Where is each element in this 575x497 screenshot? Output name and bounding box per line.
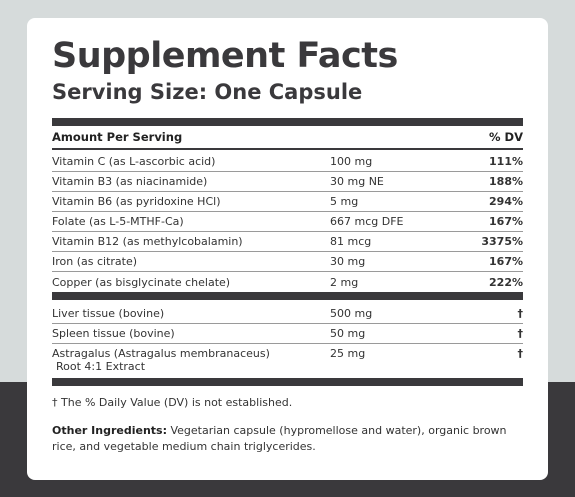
nutrient-name: Folate (as L-5-MTHF-Ca): [52, 215, 184, 228]
nutrient-amount: 30 mg NE: [330, 175, 384, 188]
nutrient-dv: 167%: [489, 255, 523, 268]
dv-header: % DV: [489, 130, 523, 144]
nutrient-name: Vitamin B3 (as niacinamide): [52, 175, 208, 188]
amount-per-serving-header: Amount Per Serving: [52, 130, 183, 144]
item-dv: †: [517, 347, 524, 360]
nutrient-amount: 5 mg: [330, 195, 359, 208]
divider-thick: [52, 292, 523, 300]
item-name: Liver tissue (bovine): [52, 307, 165, 320]
nutrient-name: Vitamin C (as L-ascorbic acid): [52, 155, 216, 168]
table-row: Vitamin C (as L-ascorbic acid) 100 mg 11…: [52, 152, 523, 172]
divider-thick: [52, 378, 523, 386]
dv-footnote: † The % Daily Value (DV) is not establis…: [52, 396, 293, 409]
nutrient-amount: 667 mcg DFE: [330, 215, 404, 228]
nutrient-amount: 100 mg: [330, 155, 373, 168]
item-name-line1: Astragalus (Astragalus membranaceus): [52, 347, 270, 360]
nutrient-name: Iron (as citrate): [52, 255, 138, 268]
table-row: Vitamin B6 (as pyridoxine HCl) 5 mg 294%: [52, 192, 523, 212]
table-header: Amount Per Serving % DV: [52, 126, 523, 148]
table-row: Folate (as L-5-MTHF-Ca) 667 mcg DFE 167%: [52, 212, 523, 232]
item-amount: 500 mg: [330, 307, 373, 320]
nutrient-dv: 188%: [489, 175, 523, 188]
nutrient-dv: 222%: [489, 275, 523, 289]
table-row: Liver tissue (bovine) 500 mg †: [52, 304, 523, 324]
item-dv: †: [517, 327, 524, 340]
nutrient-dv: 167%: [489, 215, 523, 228]
other-ingredients-label: Other Ingredients:: [52, 424, 167, 437]
nutrient-amount: 30 mg: [330, 255, 366, 268]
item-amount: 25 mg: [330, 347, 366, 360]
serving-size: Serving Size: One Capsule: [52, 80, 363, 104]
table-row: Copper (as bisglycinate chelate) 2 mg 22…: [52, 272, 523, 292]
nutrient-name: Copper (as bisglycinate chelate): [52, 275, 231, 289]
other-items-list: Liver tissue (bovine) 500 mg † Spleen ti…: [52, 304, 523, 378]
panel-title: Supplement Facts: [52, 36, 398, 76]
item-amount: 50 mg: [330, 327, 366, 340]
table-row: Astragalus (Astragalus membranaceus) Roo…: [52, 344, 523, 378]
other-ingredients: Other Ingredients: Vegetarian capsule (h…: [52, 423, 523, 455]
nutrient-name: Vitamin B12 (as methylcobalamin): [52, 235, 243, 248]
table-row: Iron (as citrate) 30 mg 167%: [52, 252, 523, 272]
nutrient-name: Vitamin B6 (as pyridoxine HCl): [52, 195, 221, 208]
nutrient-dv: 3375%: [481, 235, 523, 248]
item-name-line2: Root 4:1 Extract: [56, 360, 146, 373]
table-row: Vitamin B3 (as niacinamide) 30 mg NE 188…: [52, 172, 523, 192]
nutrient-amount: 2 mg: [330, 275, 359, 289]
table-row: Vitamin B12 (as methylcobalamin) 81 mcg …: [52, 232, 523, 252]
nutrient-list: Vitamin C (as L-ascorbic acid) 100 mg 11…: [52, 152, 523, 292]
item-dv: †: [517, 307, 524, 320]
divider-thick: [52, 118, 523, 126]
nutrient-dv: 294%: [489, 195, 523, 208]
other-ingredients-text: Vegetarian capsule (hypromellose and wat…: [52, 424, 507, 453]
nutrient-amount: 81 mcg: [330, 235, 372, 248]
item-name: Astragalus (Astragalus membranaceus) Roo…: [52, 347, 330, 373]
table-row: Spleen tissue (bovine) 50 mg †: [52, 324, 523, 344]
supplement-facts-panel: Supplement Facts Serving Size: One Capsu…: [27, 18, 548, 480]
nutrient-dv: 111%: [489, 155, 523, 168]
divider-thin: [52, 148, 523, 150]
item-name: Spleen tissue (bovine): [52, 327, 175, 340]
